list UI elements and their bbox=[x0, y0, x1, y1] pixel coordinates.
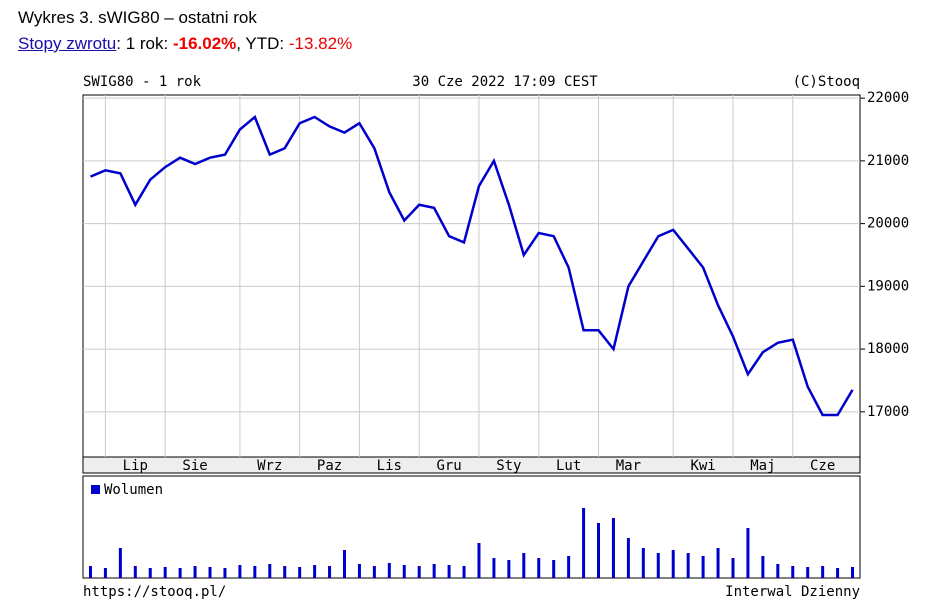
volume-bar bbox=[118, 548, 122, 578]
y-tick-label: 22000 bbox=[867, 90, 909, 106]
y-tick-label: 17000 bbox=[867, 404, 909, 420]
volume-bar bbox=[701, 556, 705, 578]
x-axis-band bbox=[82, 456, 861, 474]
x-tick-label: Wrz bbox=[257, 458, 282, 474]
link[interactable]: Stopy zwrotu bbox=[18, 34, 117, 53]
volume-bar bbox=[671, 550, 675, 578]
date: 30 Cze 2022 17:09 CEST bbox=[412, 74, 598, 90]
volume-bar bbox=[686, 553, 690, 578]
y-tick-label: 20000 bbox=[867, 216, 909, 232]
volume-bar bbox=[268, 564, 272, 578]
volume-bar bbox=[372, 566, 376, 578]
y-tick-label: 21000 bbox=[867, 153, 909, 169]
volume-bar bbox=[567, 556, 571, 578]
volume-frame bbox=[82, 475, 861, 579]
volume-bar bbox=[103, 568, 107, 578]
footer: Interwal Dzienny bbox=[725, 584, 860, 600]
volume-bar bbox=[626, 538, 630, 578]
header: Wykres 3. sWIG80 – ostatni rok Stopy zwr… bbox=[18, 8, 352, 54]
volume-bar bbox=[806, 567, 810, 578]
volume-bar bbox=[298, 567, 302, 578]
y-tick-label: 18000 bbox=[867, 341, 909, 357]
volume-bar bbox=[163, 567, 167, 578]
volume-bar bbox=[582, 508, 586, 578]
x-tick-label: Mar bbox=[616, 458, 641, 474]
volume-bar bbox=[462, 566, 466, 578]
y-tick-label: 19000 bbox=[867, 278, 909, 294]
x-tick-label: Lut bbox=[556, 458, 581, 474]
legend-label: Wolumen bbox=[104, 482, 163, 498]
x-tick-label: Kwi bbox=[690, 458, 715, 474]
return: -13.82% bbox=[288, 34, 353, 53]
text: , YTD: bbox=[236, 34, 289, 53]
x-tick-label: Maj bbox=[750, 458, 775, 474]
volume-bar bbox=[357, 564, 361, 578]
x-tick-label: Gru bbox=[436, 458, 461, 474]
footer: https://stooq.pl/ bbox=[83, 584, 226, 600]
volume-bar bbox=[417, 566, 421, 578]
volume-bar bbox=[641, 548, 645, 578]
volume-bar bbox=[193, 566, 197, 578]
volume-bar bbox=[253, 566, 257, 578]
plot-frame bbox=[82, 94, 861, 458]
volume-bar bbox=[537, 558, 541, 578]
volume-bar bbox=[851, 567, 855, 578]
volume-bar bbox=[208, 567, 212, 578]
volume-bar bbox=[432, 564, 436, 578]
chart-title: SWIG80 - 1 rok bbox=[83, 74, 202, 90]
x-tick-label: Sie bbox=[182, 458, 207, 474]
x-tick-label: Cze bbox=[810, 458, 835, 474]
return: -16.02% bbox=[172, 34, 237, 53]
volume-bar bbox=[552, 560, 556, 578]
returns: Stopy zwrotu: 1 rok: -16.02%, YTD: -13.8… bbox=[18, 34, 352, 54]
volume-bar bbox=[761, 556, 765, 578]
volume-bar bbox=[791, 566, 795, 578]
source: (C)Stooq bbox=[793, 74, 860, 90]
volume-bar bbox=[342, 550, 346, 578]
volume-bar bbox=[597, 523, 601, 578]
volume-bar bbox=[133, 566, 137, 578]
volume-bar bbox=[731, 558, 735, 578]
volume-bar bbox=[223, 568, 227, 578]
volume-bar bbox=[238, 565, 242, 578]
x-tick-label: Lip bbox=[123, 458, 148, 474]
x-tick-label: Sty bbox=[496, 458, 521, 474]
volume-bar bbox=[148, 568, 152, 578]
x-tick-label: Paz bbox=[317, 458, 342, 474]
volume-bar bbox=[716, 548, 720, 578]
volume-bar bbox=[477, 543, 481, 578]
volume-bar bbox=[821, 566, 825, 578]
legend-swatch bbox=[91, 485, 100, 494]
volume-bar bbox=[836, 568, 840, 578]
volume-bar bbox=[387, 563, 391, 578]
volume-bar bbox=[656, 553, 660, 578]
volume-bar bbox=[178, 568, 182, 578]
text: : 1 rok: bbox=[116, 34, 173, 53]
volume-bar bbox=[313, 565, 317, 578]
volume-bar bbox=[88, 566, 92, 578]
volume-bar bbox=[522, 553, 526, 578]
price-line bbox=[90, 114, 854, 417]
volume-bar bbox=[611, 518, 615, 578]
volume-bar bbox=[328, 566, 332, 578]
volume-bar bbox=[283, 566, 287, 578]
volume-bar bbox=[776, 564, 780, 578]
x-tick-label: Lis bbox=[377, 458, 402, 474]
volume-bar bbox=[492, 558, 496, 578]
volume-bar bbox=[447, 565, 451, 578]
volume-bar bbox=[507, 560, 511, 578]
volume-bar bbox=[746, 528, 750, 578]
title: Wykres 3. sWIG80 – ostatni rok bbox=[18, 8, 257, 27]
volume-bar bbox=[402, 565, 406, 578]
